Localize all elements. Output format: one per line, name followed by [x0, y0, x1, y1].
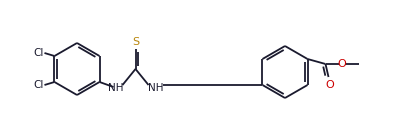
Text: NH: NH	[107, 83, 123, 93]
Text: Cl: Cl	[33, 48, 43, 58]
Text: Cl: Cl	[33, 80, 43, 90]
Text: S: S	[132, 37, 139, 47]
Text: O: O	[324, 80, 333, 90]
Text: O: O	[336, 59, 345, 69]
Text: NH: NH	[148, 83, 163, 93]
